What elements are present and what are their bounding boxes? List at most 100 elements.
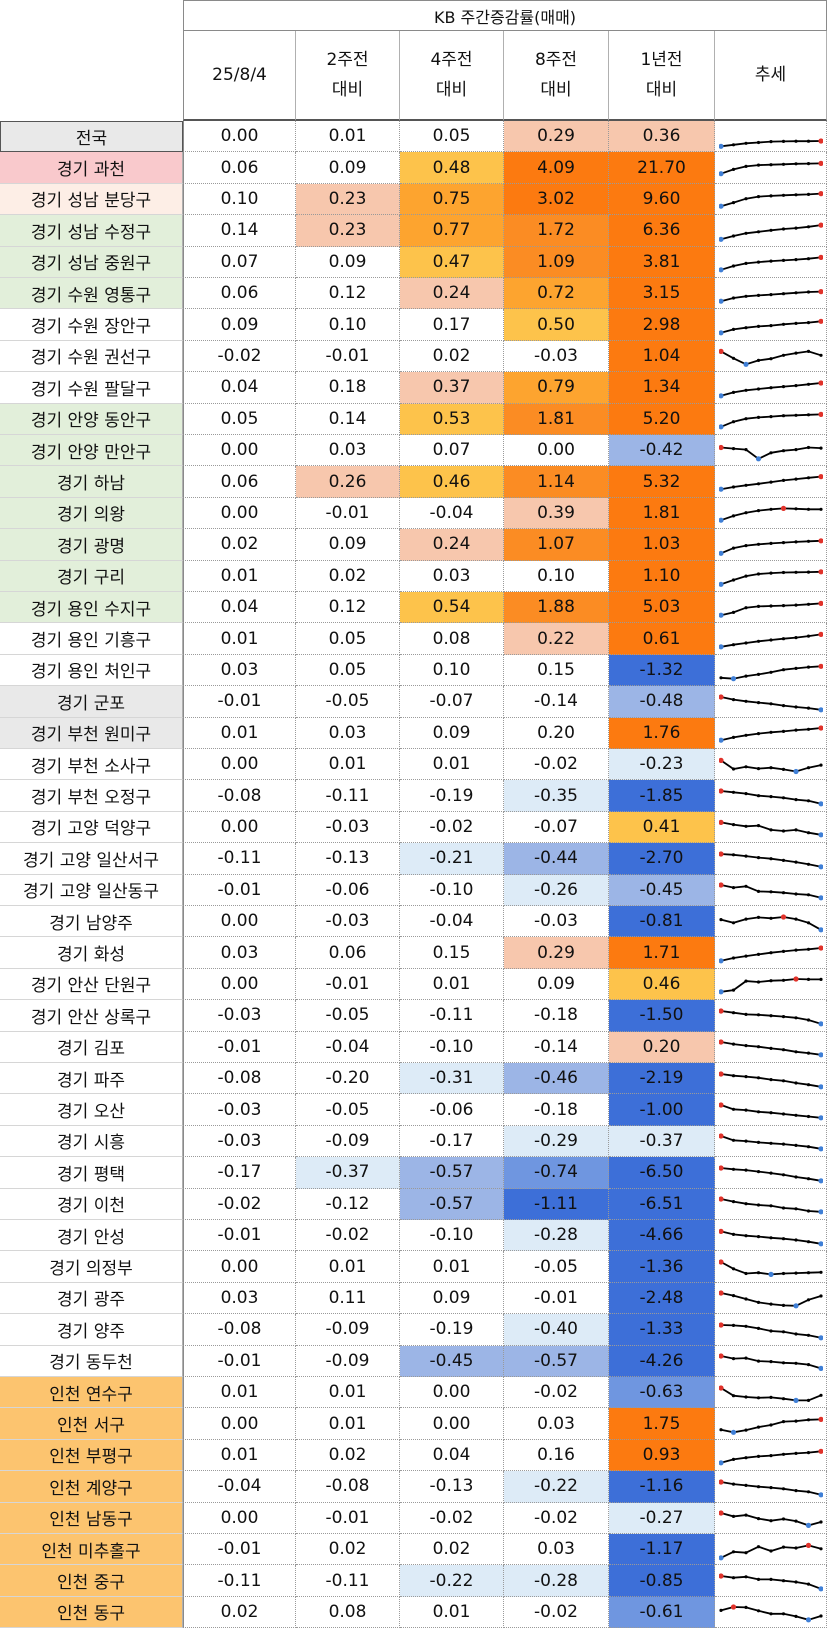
value-cell: -0.22	[400, 1565, 504, 1597]
trend-sparkline-cell	[715, 968, 827, 1001]
table-row: 경기 부천 소사구 0.00 0.01 0.01 -0.02 -0.23	[0, 749, 827, 781]
trend-sparkline	[718, 1196, 823, 1215]
value-cell: -0.04	[296, 1031, 400, 1063]
value-cell: -0.05	[504, 1251, 609, 1283]
sparkline-point	[743, 325, 748, 330]
sparkline-point	[731, 1575, 735, 1580]
value-cell: -0.31	[400, 1063, 504, 1095]
table-row: 인천 중구 -0.11 -0.11 -0.22 -0.28 -0.85	[0, 1565, 827, 1597]
value-cell: -0.10	[400, 874, 504, 906]
trend-sparkline	[718, 473, 823, 492]
column-header-line: 8주전	[534, 50, 578, 70]
trend-sparkline	[718, 137, 823, 149]
value-cell: 3.02	[504, 183, 609, 216]
sparkline-point	[756, 163, 760, 167]
value-cell: 0.09	[400, 1282, 504, 1315]
sparkline-max-point	[817, 473, 823, 480]
trend-sparkline-cell	[715, 372, 827, 404]
value-cell: 0.00	[400, 1377, 504, 1409]
value-cell: 0.01	[183, 560, 296, 592]
sparkline-point	[818, 1614, 823, 1618]
sparkline-point	[768, 890, 773, 894]
trend-sparkline	[718, 1573, 823, 1592]
sparkline-point	[768, 1110, 773, 1115]
sparkline-point	[743, 1271, 748, 1275]
sparkline-point	[768, 1548, 773, 1553]
trend-sparkline-cell	[715, 560, 827, 592]
sparkline-point	[731, 264, 735, 268]
sparkline-max-point	[817, 663, 823, 670]
sparkline-point	[768, 730, 773, 734]
value-cell: -0.08	[183, 1314, 296, 1346]
sparkline-point	[731, 1138, 735, 1143]
table-row: 경기 용인 기흥구 0.01 0.05 0.08 0.22 0.61	[0, 623, 827, 655]
sparkline-max-point	[817, 160, 823, 166]
region-name: 경기 부천 소사구	[0, 749, 183, 781]
trend-sparkline-cell	[715, 246, 827, 278]
sparkline-point	[781, 1271, 785, 1275]
sparkline-point	[806, 1418, 810, 1422]
value-cell: 0.03	[183, 654, 296, 687]
value-cell: 4.09	[504, 152, 609, 184]
sparkline-point	[806, 320, 810, 325]
sparkline-point	[806, 257, 810, 261]
sparkline-point	[793, 1015, 798, 1020]
sparkline-point	[743, 1012, 748, 1016]
sparkline-point	[793, 667, 798, 671]
sparkline-min-point	[817, 1083, 823, 1089]
sparkline-point	[806, 1298, 810, 1302]
region-name: 인천 미추홀구	[0, 1534, 183, 1566]
sparkline-min-point	[718, 644, 724, 650]
sparkline-point	[743, 511, 748, 515]
sparkline-point	[768, 541, 773, 545]
sparkline-max-point	[718, 1008, 724, 1014]
value-cell: -0.18	[504, 1000, 609, 1032]
trend-sparkline	[718, 444, 823, 461]
sparkline-point	[731, 735, 735, 740]
sparkline-point	[731, 1107, 735, 1111]
sparkline-point	[731, 327, 735, 331]
sparkline-point	[806, 139, 810, 143]
sparkline-point	[743, 674, 748, 678]
sparkline-max-point	[718, 851, 724, 857]
value-cell: 0.01	[296, 121, 400, 153]
table-row: 경기 수원 팔달구 0.04 0.18 0.37 0.79 1.34	[0, 372, 827, 404]
value-cell: -0.48	[609, 686, 715, 718]
region-name: 경기 구리	[0, 560, 183, 592]
trend-sparkline-cell	[715, 937, 827, 969]
sparkline-point	[756, 572, 760, 576]
sparkline-point	[768, 507, 773, 512]
sparkline-point	[756, 1110, 760, 1114]
sparkline-point	[743, 231, 748, 235]
value-cell: -0.02	[400, 1502, 504, 1534]
sparkline-point	[768, 828, 773, 832]
table-row: 경기 부천 원미구 0.01 0.03 0.09 0.20 1.76	[0, 717, 827, 749]
sparkline-point	[743, 1483, 748, 1487]
sparkline-point	[781, 1612, 785, 1616]
sparkline-point	[793, 1050, 798, 1054]
sparkline-point	[793, 1419, 798, 1423]
sparkline-point	[731, 578, 735, 582]
value-cell: 9.60	[609, 183, 715, 216]
sparkline-point	[768, 1013, 773, 1017]
sparkline-point	[743, 1550, 748, 1554]
sparkline-point	[768, 701, 773, 706]
value-cell: 0.46	[400, 466, 504, 498]
sparkline-point	[731, 1073, 735, 1077]
value-cell: 1.72	[504, 215, 609, 247]
value-cell: -0.06	[400, 1094, 504, 1126]
sparkline-point	[781, 796, 785, 800]
sparkline-point	[756, 542, 760, 546]
value-cell: -0.63	[609, 1377, 715, 1409]
value-cell: -0.01	[183, 1534, 296, 1566]
value-cell: 0.09	[296, 152, 400, 184]
table-row: 경기 하남 0.06 0.26 0.46 1.14 5.32	[0, 466, 827, 498]
value-cell: 0.20	[504, 717, 609, 749]
region-name: 경기 의왕	[0, 497, 183, 530]
sparkline-point	[793, 1361, 798, 1365]
sparkline-point	[806, 831, 810, 835]
sparkline-max-point	[817, 569, 823, 575]
sparkline-point	[806, 539, 810, 543]
value-cell: -0.12	[296, 1188, 400, 1220]
value-cell: 1.03	[609, 529, 715, 561]
